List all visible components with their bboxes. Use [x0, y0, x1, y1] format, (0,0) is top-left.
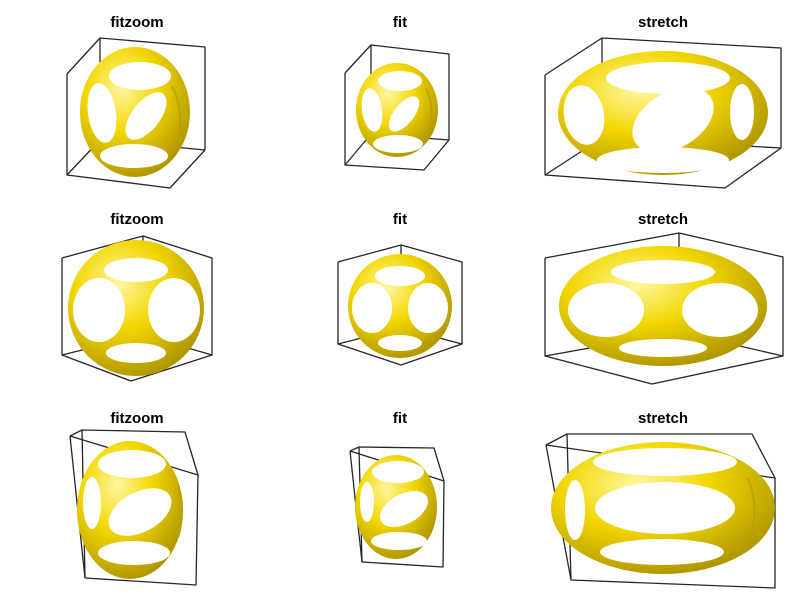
surface-hole: [379, 490, 429, 528]
panel-r1c3: [544, 37, 782, 189]
surface-hole: [372, 461, 424, 483]
surface-hole: [360, 482, 374, 522]
surface-hole: [87, 83, 117, 143]
surface-hole: [568, 283, 644, 337]
surface-hole: [611, 260, 715, 284]
panel-r2c2: [337, 244, 463, 366]
surface-hole: [593, 448, 737, 476]
panel-title-r1c2: fit: [393, 14, 407, 31]
surface-hole: [104, 258, 168, 282]
surface-hole: [595, 482, 735, 534]
panel-title-r3c3: stretch: [638, 410, 688, 427]
surface-hole: [371, 532, 427, 550]
panel-title-r1c1: fitzoom: [110, 14, 163, 31]
surface-hole: [597, 147, 729, 173]
surface-hole: [388, 96, 420, 132]
surface-hole: [83, 477, 101, 529]
panel-title-r2c2: fit: [393, 211, 407, 228]
surface-hole: [373, 135, 423, 153]
panel-r1c1: [66, 37, 206, 189]
surface-hole: [148, 278, 200, 342]
surface-hole: [682, 283, 758, 337]
panel-title-r3c2: fit: [393, 410, 407, 427]
surface-hole: [632, 87, 714, 153]
surface-hole: [378, 71, 422, 91]
surface-hole: [565, 480, 585, 540]
surface-hole: [619, 339, 707, 357]
panel-r3c1: [69, 429, 199, 586]
surface-hole: [109, 62, 171, 90]
surface-hole: [98, 541, 170, 565]
panel-r3c3: [545, 433, 776, 589]
gold-surface: [68, 240, 204, 376]
surface-hole: [600, 539, 724, 565]
panel-title-r2c3: stretch: [638, 211, 688, 228]
surface-hole: [361, 88, 383, 132]
surface-hole: [125, 92, 167, 140]
surface-hole: [352, 283, 392, 333]
surface-hole: [108, 488, 172, 536]
panel-title-r3c1: fitzoom: [110, 410, 163, 427]
surface-hole: [375, 266, 425, 286]
panel-r2c1: [61, 235, 213, 382]
panel-title-r1c3: stretch: [638, 14, 688, 31]
surface-hole: [100, 144, 168, 168]
surface-hole: [73, 278, 125, 342]
panel-r1c2: [344, 44, 450, 171]
surface-hole: [606, 62, 730, 94]
surface-hole: [378, 335, 422, 351]
surface-hole: [730, 84, 754, 140]
panel-r3c2: [349, 446, 445, 568]
surface-hole: [98, 450, 166, 478]
surface-hole: [563, 85, 605, 145]
surface-hole: [408, 283, 448, 333]
surface-hole: [106, 343, 166, 363]
panel-r2c3: [544, 232, 784, 385]
panel-title-r2c1: fitzoom: [110, 211, 163, 228]
